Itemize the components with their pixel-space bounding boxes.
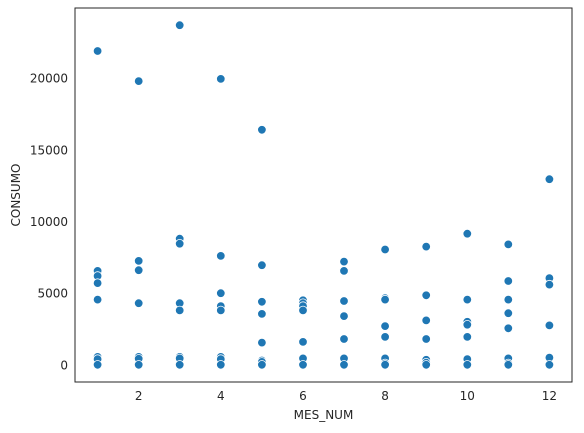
- data-point-83: [544, 174, 555, 184]
- data-point-19: [174, 305, 185, 316]
- data-point-4: [92, 294, 103, 305]
- x-tick-label-1: 4: [217, 389, 225, 403]
- y-tick-label-3: 15000: [30, 143, 68, 157]
- data-point-88: [544, 360, 555, 370]
- data-point-8: [133, 76, 144, 86]
- data-point-75: [503, 239, 514, 250]
- data-point-25: [216, 288, 226, 298]
- data-point-61: [421, 241, 431, 252]
- plot-area-frame: [74, 7, 573, 383]
- y-axis-ticks: 0 5000 10000 15000 20000: [30, 72, 68, 373]
- data-point-9: [133, 256, 144, 266]
- data-point-86: [544, 320, 555, 331]
- data-point-53: [380, 244, 390, 255]
- data-point-71: [462, 320, 473, 330]
- data-point-48: [339, 296, 349, 306]
- x-axis-label: MES_NUM: [294, 408, 354, 422]
- data-point-3: [92, 278, 103, 288]
- x-tick-label-3: 8: [381, 389, 389, 403]
- x-tick-label-5: 12: [542, 389, 557, 403]
- data-point-31: [257, 125, 267, 135]
- data-point-22: [174, 360, 185, 370]
- data-point-68: [462, 228, 473, 239]
- data-point-79: [503, 323, 514, 334]
- data-point-45: [298, 360, 308, 370]
- data-points: [92, 20, 555, 370]
- data-point-35: [257, 337, 267, 348]
- data-point-62: [421, 290, 431, 301]
- data-point-74: [462, 360, 473, 370]
- data-point-32: [257, 260, 267, 270]
- y-tick-label-2: 10000: [30, 215, 68, 229]
- data-point-38: [257, 360, 267, 370]
- data-point-63: [421, 315, 431, 326]
- data-point-11: [133, 298, 144, 308]
- data-point-56: [380, 321, 390, 331]
- x-tick-label-2: 6: [299, 389, 307, 403]
- data-point-17: [174, 238, 185, 249]
- x-tick-label-0: 2: [135, 389, 143, 403]
- data-point-72: [462, 332, 473, 342]
- x-axis-ticks: 2 4 6 8 10 12: [135, 389, 557, 403]
- y-tick-label-1: 5000: [37, 287, 68, 301]
- data-point-82: [503, 360, 514, 370]
- data-point-42: [298, 305, 308, 316]
- data-point-77: [503, 294, 514, 305]
- data-point-27: [216, 305, 226, 316]
- data-point-14: [133, 360, 144, 370]
- data-point-24: [216, 251, 226, 261]
- data-point-0: [92, 46, 103, 56]
- data-point-76: [503, 276, 514, 286]
- data-point-69: [462, 294, 473, 305]
- data-point-34: [257, 309, 267, 319]
- x-tick-label-4: 10: [460, 389, 475, 403]
- y-tick-label-4: 20000: [30, 72, 68, 86]
- data-point-50: [339, 334, 349, 344]
- data-point-10: [133, 265, 144, 275]
- data-point-33: [257, 297, 267, 307]
- data-point-85: [544, 279, 555, 290]
- data-point-60: [380, 360, 390, 370]
- data-point-30: [216, 360, 226, 370]
- data-point-57: [380, 332, 390, 342]
- data-point-52: [339, 360, 349, 370]
- data-point-23: [216, 74, 226, 84]
- y-axis-label: CONSUMO: [9, 164, 23, 227]
- data-point-47: [339, 266, 349, 276]
- data-point-49: [339, 311, 349, 321]
- data-point-15: [174, 20, 185, 30]
- data-point-7: [92, 360, 103, 370]
- data-point-64: [421, 334, 431, 344]
- data-point-78: [503, 308, 514, 318]
- data-point-46: [339, 256, 349, 267]
- data-point-43: [298, 337, 308, 347]
- y-tick-label-0: 0: [60, 358, 68, 372]
- data-point-67: [421, 360, 431, 370]
- data-point-55: [380, 294, 390, 305]
